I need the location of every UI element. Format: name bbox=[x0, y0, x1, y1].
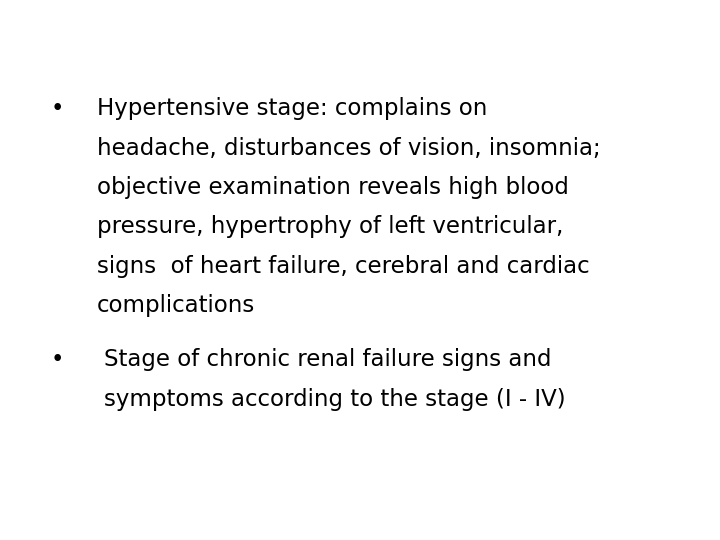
Text: pressure, hypertrophy of left ventricular,: pressure, hypertrophy of left ventricula… bbox=[97, 215, 564, 239]
Text: •: • bbox=[50, 97, 64, 120]
Text: •: • bbox=[50, 348, 64, 372]
Text: headache, disturbances of vision, insomnia;: headache, disturbances of vision, insomn… bbox=[97, 137, 600, 160]
Text: Stage of chronic renal failure signs and: Stage of chronic renal failure signs and bbox=[104, 348, 552, 372]
Text: symptoms according to the stage (I - IV): symptoms according to the stage (I - IV) bbox=[104, 388, 566, 411]
Text: complications: complications bbox=[97, 294, 256, 318]
Text: Hypertensive stage: complains on: Hypertensive stage: complains on bbox=[97, 97, 487, 120]
Text: signs  of heart failure, cerebral and cardiac: signs of heart failure, cerebral and car… bbox=[97, 255, 590, 278]
Text: objective examination reveals high blood: objective examination reveals high blood bbox=[97, 176, 569, 199]
